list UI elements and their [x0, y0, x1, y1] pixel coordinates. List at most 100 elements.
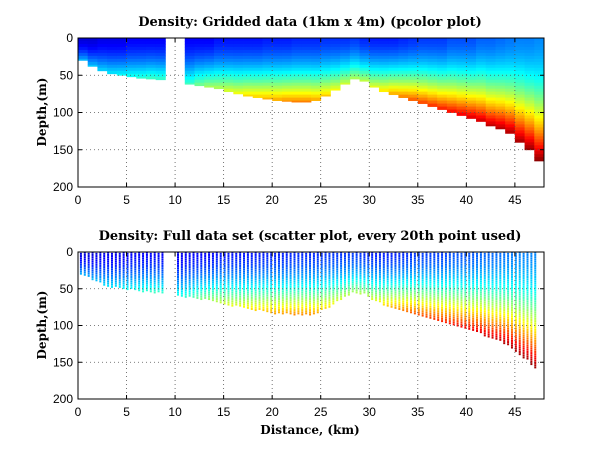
- scatter-point: [188, 283, 191, 286]
- scatter-point: [122, 275, 125, 278]
- pcolor-cell: [514, 118, 525, 122]
- scatter-point: [530, 283, 533, 286]
- pcolor-cell: [369, 52, 380, 57]
- scatter-point: [495, 251, 498, 254]
- scatter-point: [390, 301, 393, 304]
- scatter-point: [421, 303, 424, 306]
- scatter-point: [534, 282, 537, 285]
- scatter-point: [297, 259, 300, 262]
- scatter-point: [95, 270, 98, 273]
- scatter-point: [476, 327, 479, 330]
- scatter-point: [386, 287, 389, 290]
- scatter-point: [305, 294, 308, 297]
- pcolor-cell: [398, 40, 409, 45]
- pcolor-cell: [291, 79, 302, 84]
- scatter-point: [351, 279, 354, 282]
- scatter-point: [320, 301, 323, 304]
- scatter-point: [293, 253, 296, 256]
- scatter-point: [289, 307, 292, 310]
- scatter-point: [196, 285, 199, 288]
- scatter-point: [312, 268, 315, 271]
- scatter-point: [367, 288, 370, 291]
- scatter-point: [130, 251, 133, 254]
- scatter-point: [231, 253, 234, 256]
- scatter-point: [153, 287, 156, 290]
- scatter-point: [437, 252, 440, 255]
- scatter-point: [142, 274, 145, 277]
- pcolor-cell: [388, 49, 399, 54]
- scatter-point: [417, 271, 420, 274]
- pcolor-cell: [446, 85, 458, 90]
- scatter-point: [227, 301, 230, 304]
- scatter-point: [526, 355, 529, 358]
- pcolor-cell: [534, 46, 545, 51]
- scatter-point: [262, 282, 265, 285]
- scatter-point: [309, 313, 312, 316]
- scatter-point: [91, 267, 94, 270]
- pcolor-cell: [126, 52, 137, 57]
- scatter-point: [514, 288, 517, 291]
- scatter-point: [223, 298, 226, 301]
- scatter-point: [518, 267, 521, 270]
- scatter-point: [514, 274, 517, 277]
- scatter-point: [371, 258, 374, 261]
- scatter-point: [204, 274, 207, 277]
- scatter-point: [266, 310, 269, 313]
- scatter-point: [254, 267, 257, 270]
- scatter-point: [495, 262, 498, 265]
- scatter-point: [215, 282, 218, 285]
- scatter-point: [410, 253, 412, 256]
- scatter-point: [200, 264, 203, 267]
- scatter-point: [448, 280, 451, 283]
- scatter-point: [184, 289, 187, 292]
- pcolor-cell: [97, 46, 108, 51]
- bottom-x-tick-label: 5: [123, 405, 130, 419]
- scatter-point: [312, 288, 315, 291]
- scatter-point: [277, 280, 280, 283]
- scatter-point: [410, 291, 412, 294]
- pcolor-cell: [145, 58, 157, 63]
- pcolor-cell: [446, 106, 458, 110]
- scatter-point: [126, 270, 129, 273]
- scatter-point: [448, 282, 451, 285]
- pcolor-cell: [262, 97, 273, 100]
- pcolor-cell: [223, 76, 234, 81]
- scatter-point: [332, 289, 335, 292]
- pcolor-cell: [243, 88, 254, 93]
- scatter-point: [487, 267, 490, 270]
- scatter-point: [211, 299, 214, 302]
- scatter-point: [297, 292, 300, 295]
- scatter-point: [410, 304, 412, 307]
- scatter-point: [386, 273, 389, 276]
- scatter-point: [211, 257, 214, 260]
- scatter-point: [382, 272, 385, 275]
- scatter-point: [126, 261, 129, 264]
- bottom-x-tick-label: 15: [217, 405, 231, 419]
- scatter-point: [79, 252, 82, 255]
- pcolor-cell: [437, 55, 448, 60]
- scatter-point: [530, 303, 533, 306]
- scatter-point: [534, 348, 537, 351]
- scatter-point: [413, 290, 416, 293]
- scatter-point: [336, 257, 339, 260]
- scatter-point: [429, 290, 432, 293]
- pcolor-cell: [534, 94, 545, 98]
- scatter-point: [456, 280, 459, 283]
- scatter-point: [410, 311, 412, 314]
- scatter-point: [157, 255, 160, 258]
- pcolor-cell: [505, 82, 516, 87]
- scatter-point: [479, 313, 482, 316]
- scatter-point: [223, 302, 226, 305]
- pcolor-cell: [388, 46, 399, 51]
- scatter-point: [347, 258, 350, 261]
- scatter-point: [177, 258, 179, 261]
- scatter-point: [270, 295, 273, 298]
- pcolor-cell: [116, 73, 127, 76]
- scatter-point: [285, 251, 288, 254]
- scatter-point: [495, 333, 498, 336]
- scatter-point: [464, 253, 467, 256]
- scatter-point: [79, 259, 82, 262]
- pcolor-cell: [476, 52, 487, 57]
- scatter-point: [110, 261, 113, 264]
- scatter-point: [99, 260, 102, 263]
